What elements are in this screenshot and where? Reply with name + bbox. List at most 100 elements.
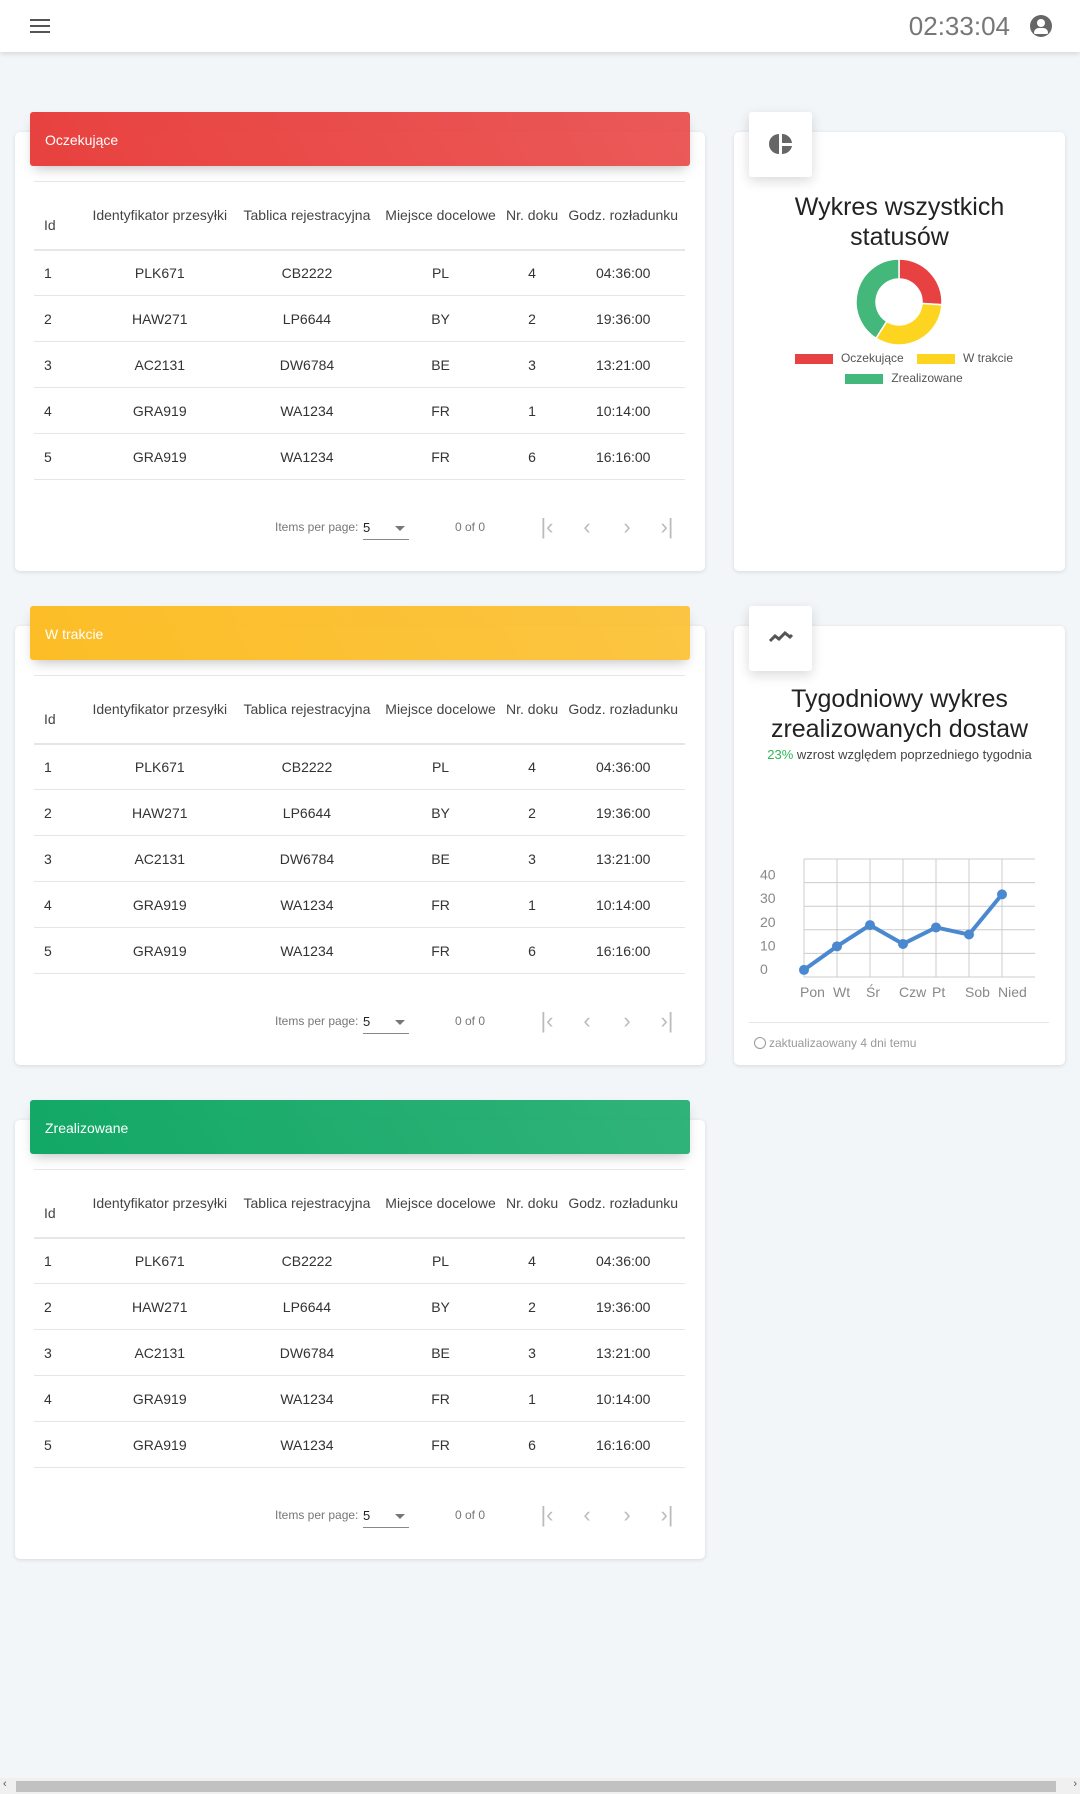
previous-page-icon[interactable]: ‹: [583, 1502, 591, 1527]
donut-slice[interactable]: [874, 302, 943, 346]
table-cell: 19:36:00: [561, 295, 685, 342]
shipments-table-card: Oczekujące Id Identyfikator przesyłki Tabl…: [15, 112, 705, 571]
table-title: W trakcie: [45, 626, 104, 642]
table-cell: PL: [378, 1237, 503, 1284]
table-row[interactable]: 5 GRA919 WA1234 FR 6 16:16:00: [34, 433, 685, 480]
table-cell: PLK671: [84, 249, 236, 296]
table-cell: 10:14:00: [561, 1375, 685, 1422]
data-point[interactable]: [799, 964, 809, 975]
previous-page-icon[interactable]: ‹: [583, 514, 591, 539]
legend: Oczekujące W trakcie Zrealizowane: [794, 351, 1014, 385]
paginator: Items per page: 5 0 of 0 |‹ ‹ › ›|: [15, 1006, 705, 1036]
table-row[interactable]: 1 PLK671 CB2222 PL 4 04:36:00: [34, 1237, 685, 1284]
table-cell: GRA919: [84, 433, 236, 480]
table-cell: 6: [502, 433, 562, 480]
next-page-icon[interactable]: ›: [623, 1502, 631, 1527]
column-header[interactable]: Identyfikator przesyłki: [84, 1169, 236, 1239]
column-header[interactable]: Identyfikator przesyłki: [84, 181, 236, 251]
table-cell: AC2131: [84, 341, 236, 388]
page-range: 0 of 0: [455, 1014, 486, 1028]
column-header[interactable]: Godz. rozładunku: [561, 1169, 685, 1239]
hamburger-menu-icon[interactable]: [30, 19, 50, 33]
table-cell: 4: [34, 1375, 84, 1422]
column-header[interactable]: Nr. doku: [502, 1169, 562, 1239]
table-cell: 1: [502, 387, 562, 434]
table-row[interactable]: 2 HAW271 LP6644 BY 2 19:36:00: [34, 789, 685, 836]
column-header[interactable]: Miejsce docelowe: [378, 1169, 503, 1239]
column-header[interactable]: Tablica rejestracyjna: [235, 675, 379, 745]
scrollbar-thumb[interactable]: [16, 1781, 1056, 1792]
y-tick-label: 40: [760, 867, 776, 883]
x-tick-label: Śr: [866, 983, 880, 1000]
table-cell: 04:36:00: [561, 743, 685, 790]
donut-slice[interactable]: [898, 258, 943, 306]
table-card-header: Zrealizowane: [30, 1100, 690, 1154]
table-row[interactable]: 1 PLK671 CB2222 PL 4 04:36:00: [34, 249, 685, 296]
column-header[interactable]: Tablica rejestracyjna: [235, 181, 379, 251]
x-tick-label: Pon: [800, 984, 825, 1000]
next-page-icon[interactable]: ›: [623, 514, 631, 539]
data-point[interactable]: [832, 941, 842, 952]
table-row[interactable]: 2 HAW271 LP6644 BY 2 19:36:00: [34, 1283, 685, 1330]
first-page-icon[interactable]: |‹: [540, 1008, 554, 1033]
next-page-icon[interactable]: ›: [623, 1008, 631, 1033]
table-cell: 4: [34, 881, 84, 928]
table-row[interactable]: 5 GRA919 WA1234 FR 6 16:16:00: [34, 1421, 685, 1468]
last-page-icon[interactable]: ›|: [660, 514, 674, 539]
first-page-icon[interactable]: |‹: [540, 514, 554, 539]
column-header[interactable]: Id: [34, 675, 84, 745]
data-point[interactable]: [964, 929, 974, 940]
table-row[interactable]: 3 AC2131 DW6784 BE 3 13:21:00: [34, 835, 685, 882]
page-size-select[interactable]: 5: [363, 516, 409, 540]
donut-slice[interactable]: [855, 258, 900, 340]
data-point[interactable]: [931, 922, 941, 933]
column-header[interactable]: Tablica rejestracyjna: [235, 1169, 379, 1239]
column-header[interactable]: Godz. rozładunku: [561, 181, 685, 251]
column-header[interactable]: Id: [34, 181, 84, 251]
table-row[interactable]: 5 GRA919 WA1234 FR 6 16:16:00: [34, 927, 685, 974]
column-header[interactable]: Miejsce docelowe: [378, 675, 503, 745]
horizontal-scrollbar[interactable]: ‹ ›: [0, 1778, 1080, 1794]
account-circle-icon[interactable]: [1030, 15, 1052, 37]
last-page-icon[interactable]: ›|: [660, 1008, 674, 1033]
table-cell: 1: [34, 249, 84, 296]
table-cell: LP6644: [235, 295, 379, 342]
column-header[interactable]: Godz. rozładunku: [561, 675, 685, 745]
data-point[interactable]: [898, 938, 908, 949]
table-cell: 6: [502, 1421, 562, 1468]
table-row[interactable]: 4 GRA919 WA1234 FR 1 10:14:00: [34, 1375, 685, 1422]
page-size-select[interactable]: 5: [363, 1010, 409, 1034]
top-bar: 02:33:04: [0, 0, 1080, 52]
table-cell: BE: [378, 341, 503, 388]
table-cell: GRA919: [84, 1375, 236, 1422]
table-row[interactable]: 3 AC2131 DW6784 BE 3 13:21:00: [34, 1329, 685, 1376]
table-cell: 3: [34, 341, 84, 388]
items-per-page-label: Items per page:: [275, 1508, 359, 1522]
table-cell: BY: [378, 1283, 503, 1330]
data-point[interactable]: [865, 920, 875, 931]
column-header[interactable]: Identyfikator przesyłki: [84, 675, 236, 745]
divider: [749, 1022, 1049, 1023]
y-tick-label: 30: [760, 890, 776, 906]
last-page-icon[interactable]: ›|: [660, 1502, 674, 1527]
column-header[interactable]: Nr. doku: [502, 181, 562, 251]
table-cell: 19:36:00: [561, 1283, 685, 1330]
table-cell: FR: [378, 387, 503, 434]
page-size-select[interactable]: 5: [363, 1504, 409, 1528]
table-row[interactable]: 2 HAW271 LP6644 BY 2 19:36:00: [34, 295, 685, 342]
table-row[interactable]: 4 GRA919 WA1234 FR 1 10:14:00: [34, 881, 685, 928]
chart-title: Tygodniowy wykres zrealizowanych dostaw: [770, 685, 1029, 743]
table-row[interactable]: 1 PLK671 CB2222 PL 4 04:36:00: [34, 743, 685, 790]
table-row[interactable]: 3 AC2131 DW6784 BE 3 13:21:00: [34, 341, 685, 388]
column-header[interactable]: Nr. doku: [502, 675, 562, 745]
column-header[interactable]: Id: [34, 1169, 84, 1239]
table-row[interactable]: 4 GRA919 WA1234 FR 1 10:14:00: [34, 387, 685, 434]
previous-page-icon[interactable]: ‹: [583, 1008, 591, 1033]
table-cell: 16:16:00: [561, 927, 685, 974]
data-point[interactable]: [997, 889, 1007, 900]
first-page-icon[interactable]: |‹: [540, 1502, 554, 1527]
table-cell: 10:14:00: [561, 387, 685, 434]
table-cell: FR: [378, 1421, 503, 1468]
column-header[interactable]: Miejsce docelowe: [378, 181, 503, 251]
table-cell: LP6644: [235, 1283, 379, 1330]
